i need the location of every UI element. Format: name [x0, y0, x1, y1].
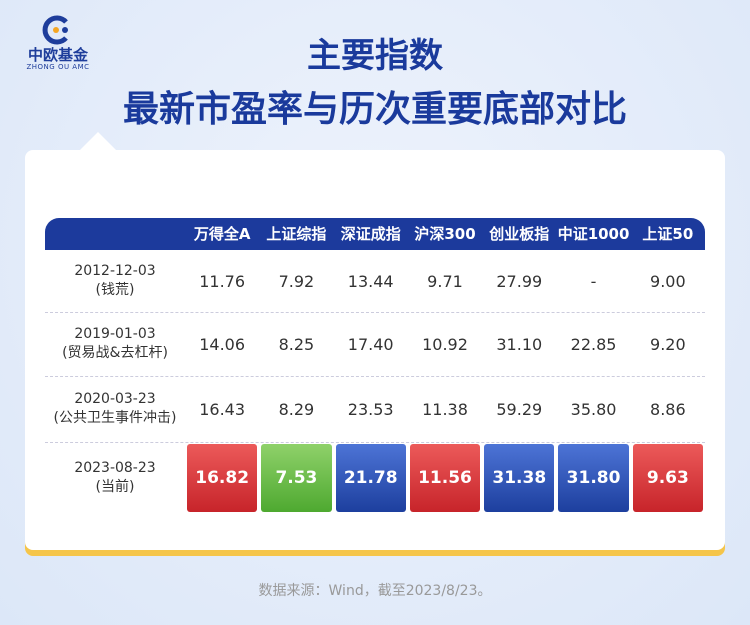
column-header: 创业板指: [482, 218, 557, 250]
column-header: 上证综指: [259, 218, 334, 250]
row-date: 2020-03-23: [74, 391, 156, 407]
cell: 22.85: [570, 334, 617, 354]
highlight-cell: 16.82: [187, 444, 258, 512]
cell: 17.40: [347, 334, 394, 354]
cell: 9.20: [650, 334, 686, 354]
row-note: (贸易战&去杠杆): [62, 345, 168, 361]
cell: 35.80: [570, 399, 617, 419]
highlight-cell: 11.56: [409, 444, 481, 512]
header-band: [45, 218, 185, 250]
row-label: 2012-12-03 (钱荒): [45, 250, 185, 312]
highlight-cell: 31.80: [558, 444, 629, 512]
cell: 7.92: [278, 271, 315, 291]
column-header: 沪深300: [407, 218, 483, 250]
cell: 8.29: [278, 399, 315, 419]
source-note: 数据来源：Wind，截至2023/8/23。: [258, 583, 492, 599]
row-label: 2020-03-23 (公共卫生事件冲击): [45, 376, 185, 442]
row-note: (钱荒): [95, 282, 135, 298]
logo-name: 中欧基金: [27, 46, 88, 64]
cell: 8.86: [650, 399, 686, 419]
cell: 59.29: [496, 399, 543, 419]
cell: 11.76: [199, 271, 246, 291]
cell: 23.53: [347, 399, 394, 419]
cell: 31.10: [496, 334, 543, 354]
cell: -: [590, 271, 597, 291]
cell: 10.92: [422, 334, 468, 354]
row-label: 2019-01-03 (贸易战&去杠杆): [45, 312, 185, 376]
row-separator: [45, 312, 705, 313]
column-header: 万得全A: [185, 218, 260, 250]
highlight-cell: 9.63: [632, 444, 703, 512]
cell: 27.99: [496, 271, 543, 291]
column-header: 中证1000: [556, 218, 631, 250]
column-header: 深证成指: [333, 218, 408, 250]
title: 主要指数: [307, 36, 443, 76]
column-header: 上证50: [630, 218, 705, 250]
cell: 9.71: [427, 271, 463, 291]
row-label: 2023-08-23 (当前): [45, 442, 185, 514]
row-note: (当前): [95, 479, 135, 495]
card-notch: [78, 132, 118, 152]
subtitle: 最新市盈率与历次重要底部对比: [122, 89, 627, 130]
highlight-cell: 21.78: [335, 444, 406, 512]
cell: 9.00: [650, 271, 686, 291]
logo-subtitle: ZHONG OU AMC: [26, 63, 90, 71]
highlight-cell: 31.38: [484, 444, 555, 512]
row-separator: [45, 376, 705, 377]
cell: 13.44: [347, 271, 394, 291]
highlight-cell: 7.53: [261, 444, 332, 512]
row-separator: [45, 442, 705, 443]
row-date: 2023-08-23: [74, 460, 156, 476]
row-note: (公共卫生事件冲击): [53, 410, 177, 426]
cell: 8.25: [278, 334, 315, 354]
cell: 11.38: [422, 399, 468, 419]
cell: 16.43: [199, 399, 246, 419]
row-date: 2012-12-03: [74, 263, 156, 279]
row-date: 2019-01-03: [74, 326, 156, 342]
logo-icon: [42, 15, 68, 45]
cell: 14.06: [199, 334, 246, 354]
